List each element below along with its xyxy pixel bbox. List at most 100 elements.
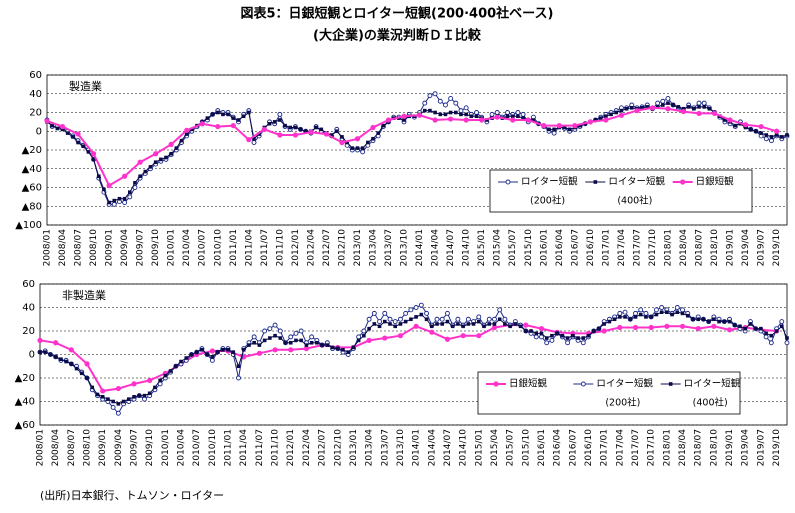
marker: [91, 157, 96, 162]
marker: [184, 127, 190, 133]
marker: [653, 307, 659, 313]
marker: [680, 311, 685, 316]
marker: [122, 173, 128, 179]
marker: [764, 331, 768, 336]
marker: [529, 329, 533, 333]
y-tick-label: 40: [29, 89, 42, 100]
x-tick-label: 2018/04: [678, 429, 688, 467]
marker: [215, 350, 220, 354]
marker: [538, 326, 545, 332]
x-tick-label: 2014/10: [462, 229, 472, 267]
marker: [360, 149, 366, 155]
marker: [236, 375, 241, 381]
marker: [236, 364, 241, 369]
x-tick-label: 2014/01: [412, 429, 422, 466]
marker: [612, 317, 617, 322]
marker: [476, 314, 482, 320]
marker: [142, 393, 147, 398]
marker: [768, 340, 774, 346]
marker: [419, 312, 424, 317]
marker: [516, 114, 520, 119]
marker: [329, 133, 334, 137]
marker: [179, 359, 183, 364]
marker: [437, 98, 443, 104]
marker: [463, 117, 469, 123]
marker: [680, 307, 685, 313]
x-tick-label: 2015/01: [474, 429, 484, 466]
marker: [471, 322, 476, 326]
marker: [401, 113, 407, 119]
marker: [601, 328, 607, 334]
legend-label: 日銀短観: [509, 378, 548, 390]
y-tick-label: 0: [29, 350, 35, 361]
marker: [413, 323, 419, 329]
x-tick-label: 2015/04: [493, 229, 503, 267]
marker: [257, 132, 261, 136]
marker: [355, 146, 360, 150]
marker: [460, 333, 466, 339]
marker: [251, 140, 257, 145]
marker: [743, 125, 748, 130]
marker: [505, 114, 510, 119]
marker: [479, 117, 485, 123]
marker: [428, 108, 432, 113]
marker: [733, 123, 738, 128]
marker: [633, 310, 638, 316]
marker: [320, 343, 324, 347]
x-tick-label: 2018/10: [709, 429, 719, 467]
marker: [111, 201, 117, 207]
marker: [586, 333, 591, 338]
x-tick-label: 2014/10: [459, 429, 469, 467]
marker: [649, 315, 653, 319]
marker: [565, 336, 570, 340]
marker: [298, 328, 304, 334]
marker: [593, 180, 598, 184]
marker: [403, 310, 409, 316]
marker: [562, 125, 567, 130]
marker: [520, 111, 526, 117]
marker: [445, 310, 450, 316]
marker: [381, 123, 386, 128]
marker: [418, 302, 424, 308]
marker: [696, 110, 702, 117]
x-tick-label: 2009/07: [136, 229, 146, 266]
marker: [106, 397, 110, 401]
marker: [774, 329, 779, 333]
marker: [272, 322, 278, 328]
marker: [679, 323, 686, 329]
marker: [476, 319, 481, 324]
marker: [55, 126, 60, 131]
marker: [432, 91, 438, 97]
marker: [277, 132, 283, 138]
marker: [370, 124, 376, 131]
marker: [416, 112, 423, 118]
marker: [138, 174, 142, 179]
marker: [624, 106, 629, 111]
marker: [261, 126, 267, 132]
y-tick-label: 40: [22, 303, 35, 314]
marker: [117, 196, 122, 201]
marker: [382, 310, 388, 316]
marker: [671, 103, 675, 107]
marker: [267, 326, 273, 332]
legend-box: [489, 169, 753, 213]
marker: [723, 118, 727, 122]
marker: [293, 330, 299, 336]
marker: [665, 310, 669, 314]
x-tick-label: 2017/07: [631, 429, 641, 466]
x-tick-label: 2017/10: [647, 429, 657, 467]
marker: [60, 127, 65, 132]
marker: [572, 123, 578, 129]
x-tick-label: 2012/04: [302, 429, 312, 467]
marker: [539, 334, 544, 340]
marker: [323, 131, 330, 137]
marker: [308, 129, 314, 135]
marker: [544, 340, 550, 346]
marker: [246, 137, 252, 143]
marker: [372, 322, 377, 326]
marker: [262, 338, 267, 343]
marker: [184, 132, 189, 136]
marker: [148, 165, 153, 169]
marker: [267, 121, 272, 126]
marker: [65, 131, 70, 135]
